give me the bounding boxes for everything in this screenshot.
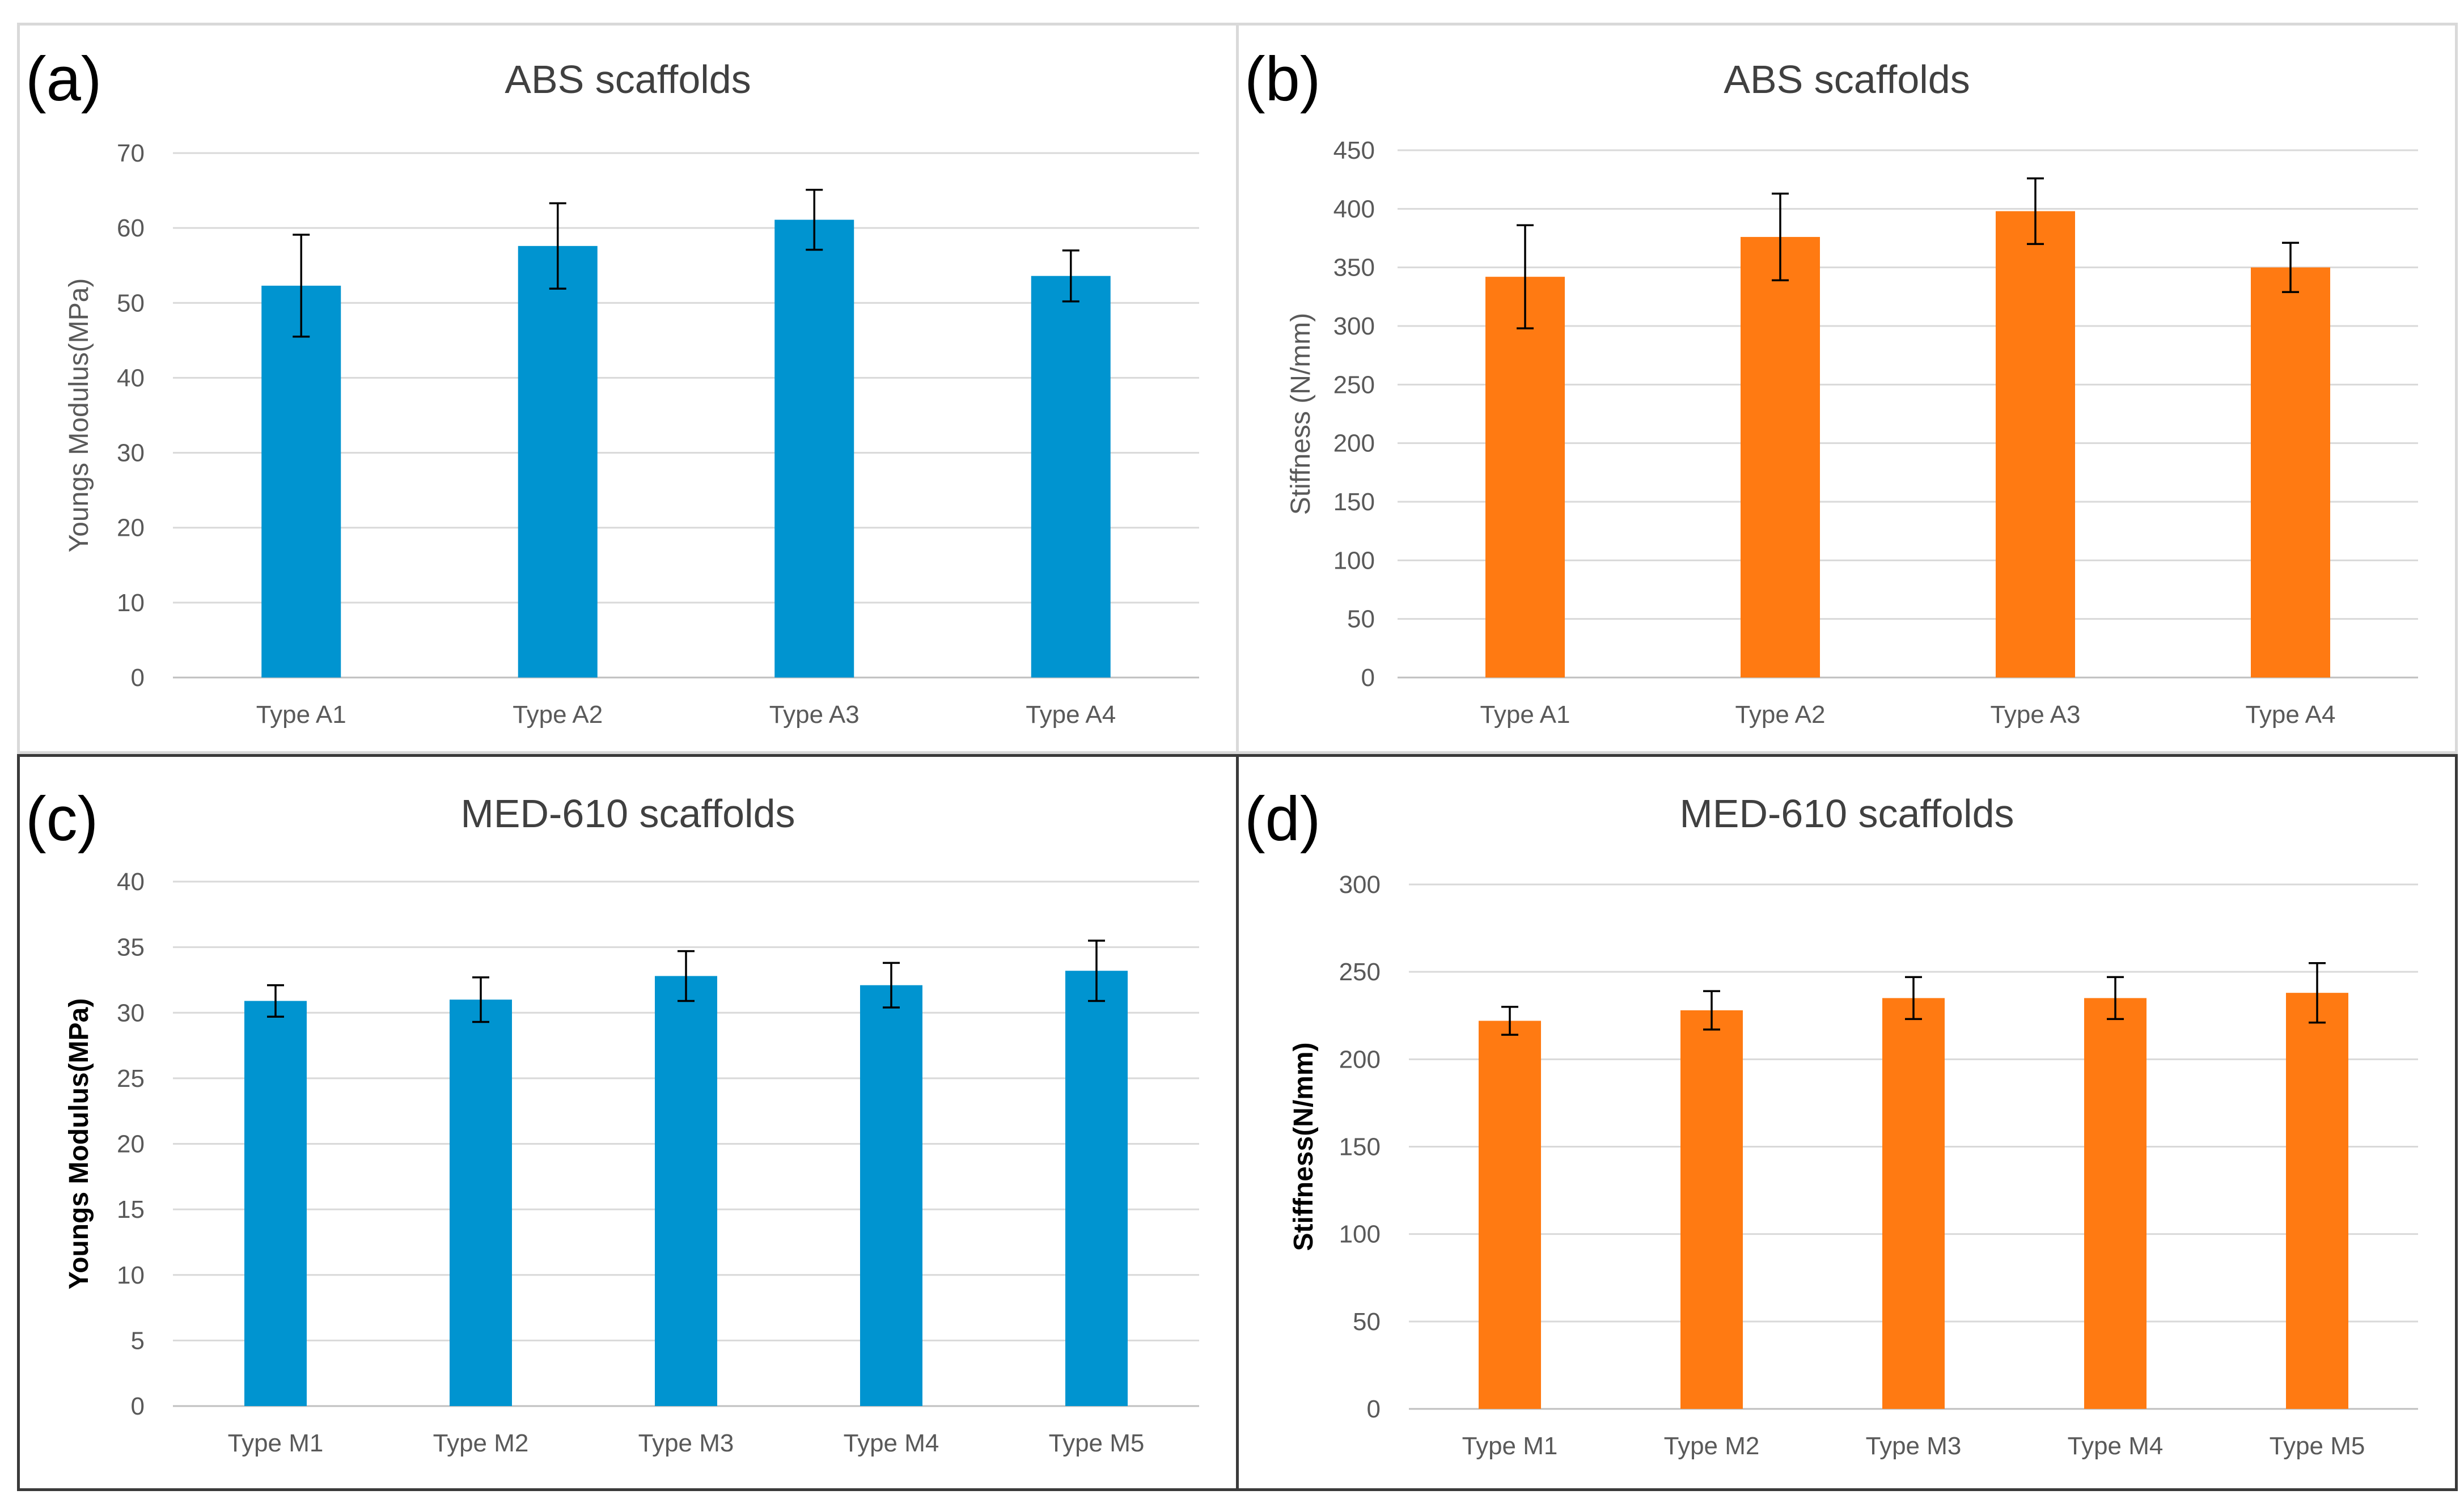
y-tick-label: 300	[1339, 871, 1381, 899]
y-tick-label: 70	[117, 139, 145, 167]
y-tick-label: 150	[1339, 1133, 1381, 1161]
x-tick-label: Type A3	[1990, 701, 2080, 729]
bar-chart: 0 50 100 150 200 250 300 350 400 450 Stiffness (N/…	[1286, 137, 2418, 729]
bar-chart: 0 10 20 30 40 50 60 70 Youngs Modulus(MPa) Type A…	[64, 139, 1199, 729]
x-tick-label: Type A3	[769, 701, 860, 729]
y-tick-label: 250	[1339, 958, 1381, 986]
bar	[860, 985, 922, 1406]
y-tick-label: 400	[1333, 195, 1375, 223]
y-tick-label: 0	[1361, 664, 1375, 692]
x-tick-label: Type M4	[844, 1429, 939, 1457]
y-tick-label: 5	[131, 1327, 145, 1354]
x-tick-label: Type M3	[1866, 1432, 1962, 1460]
bar-chart: 0 5 10 15 20 25 30 35 40 Youngs Modulus(MPa) Type …	[64, 868, 1199, 1457]
y-tick-label: 100	[1333, 547, 1375, 574]
bar	[244, 1001, 307, 1406]
bar	[1031, 276, 1111, 678]
chart-panel-b: (b) ABS scaffolds 0 50 100 150 200 250 300 350 4…	[1236, 23, 2458, 754]
x-tick-label: Type M3	[638, 1429, 734, 1457]
y-tick-label: 0	[131, 1392, 145, 1420]
y-tick-label: 0	[131, 664, 145, 692]
y-tick-label: 25	[117, 1065, 145, 1093]
bar	[1065, 971, 1128, 1406]
y-tick-label: 0	[1367, 1395, 1381, 1423]
y-tick-label: 30	[117, 439, 145, 467]
x-tick-label: Type M4	[2068, 1432, 2164, 1460]
y-axis-label: Youngs Modulus(MPa)	[64, 278, 94, 553]
panel-label: (c)	[26, 784, 99, 854]
chart-panel-d: (d) MED-610 scaffolds 0 50 100 150 200 250 300…	[1236, 754, 2458, 1491]
y-tick-label: 10	[117, 1261, 145, 1289]
panel-label: (b)	[1244, 44, 1321, 114]
y-tick-label: 250	[1333, 371, 1375, 399]
y-tick-label: 30	[117, 999, 145, 1027]
y-tick-label: 100	[1339, 1221, 1381, 1248]
bar	[655, 976, 717, 1406]
y-tick-label: 40	[117, 364, 145, 392]
x-tick-label: Type A2	[513, 701, 603, 729]
bar-chart: 0 50 100 150 200 250 300 Stiffness(N/mm) Type M1…	[1289, 871, 2418, 1460]
chart-title: MED-610 scaffolds	[460, 791, 795, 836]
x-tick-label: Type M2	[1664, 1432, 1760, 1460]
y-tick-label: 200	[1333, 430, 1375, 458]
bar	[450, 1000, 512, 1406]
y-tick-label: 20	[117, 1131, 145, 1158]
chart-title: ABS scaffolds	[1724, 57, 1970, 101]
x-tick-label: Type M1	[228, 1429, 324, 1457]
y-tick-label: 50	[117, 289, 145, 317]
y-tick-label: 35	[117, 934, 145, 962]
bar	[1996, 211, 2075, 678]
y-axis-label: Stiffness(N/mm)	[1289, 1042, 1319, 1251]
bar	[1741, 236, 1820, 678]
bar	[1882, 998, 1945, 1409]
panel-label: (a)	[26, 44, 102, 114]
chart-panel-a: (a) ABS scaffolds 0 10 20 30 40 50 60 70 Youngs …	[17, 23, 1239, 754]
y-tick-label: 10	[117, 589, 145, 617]
chart-title: ABS scaffolds	[505, 57, 751, 101]
y-tick-label: 200	[1339, 1045, 1381, 1073]
x-tick-label: Type M1	[1462, 1432, 1558, 1460]
y-tick-label: 50	[1347, 606, 1375, 633]
bar	[1680, 1010, 1743, 1409]
x-tick-label: Type A1	[256, 701, 346, 729]
x-tick-label: Type A4	[1026, 701, 1116, 729]
x-tick-label: Type M2	[433, 1429, 529, 1457]
bar	[1479, 1021, 1541, 1409]
bar	[2286, 993, 2348, 1409]
y-axis-label: Youngs Modulus(MPa)	[64, 998, 94, 1290]
panel-label: (d)	[1244, 784, 1321, 854]
bar	[518, 245, 598, 678]
x-tick-label: Type M5	[1049, 1429, 1145, 1457]
bar	[1485, 277, 1565, 678]
x-tick-label: Type M5	[2270, 1432, 2365, 1460]
y-tick-label: 450	[1333, 137, 1375, 164]
chart-title: MED-610 scaffolds	[1679, 791, 2014, 836]
y-tick-label: 150	[1333, 488, 1375, 516]
x-tick-label: Type A2	[1735, 701, 1825, 729]
y-tick-label: 60	[117, 214, 145, 242]
y-tick-label: 15	[117, 1196, 145, 1223]
bar	[2084, 998, 2147, 1409]
chart-panel-c: (c) MED-610 scaffolds 0 5 10 15 20 25 30 35 40 Yo…	[17, 754, 1239, 1491]
x-tick-label: Type A4	[2245, 701, 2335, 729]
bar	[2251, 267, 2330, 678]
y-axis-label: Stiffness (N/mm)	[1286, 313, 1316, 515]
y-tick-label: 350	[1333, 254, 1375, 282]
bar	[261, 285, 341, 678]
y-tick-label: 40	[117, 868, 145, 896]
y-tick-label: 300	[1333, 312, 1375, 340]
bar	[774, 219, 854, 678]
y-tick-label: 20	[117, 514, 145, 542]
y-tick-label: 50	[1353, 1308, 1381, 1336]
x-tick-label: Type A1	[1480, 701, 1570, 729]
